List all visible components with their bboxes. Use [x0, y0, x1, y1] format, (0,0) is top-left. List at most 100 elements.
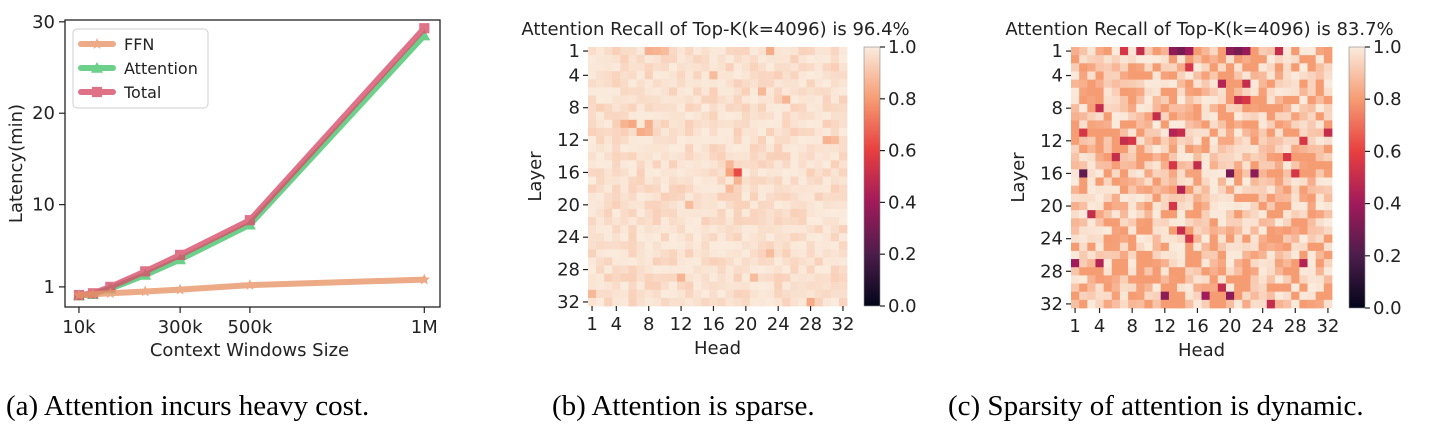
- heatmap-cell: [798, 216, 807, 226]
- heatmap-cell: [1152, 234, 1162, 244]
- heatmap-cell: [604, 200, 613, 210]
- heatmap-cell: [1111, 242, 1121, 252]
- heatmap-cell: [1168, 169, 1178, 178]
- heatmap-cell: [1299, 250, 1308, 260]
- heatmap-cell: [1111, 201, 1121, 211]
- heatmap-cell: [733, 136, 743, 145]
- heatmap-cell: [628, 127, 637, 137]
- heatmap-cell: [1201, 283, 1211, 293]
- heatmap-cell: [1111, 259, 1121, 268]
- heatmap-cell: [1234, 242, 1243, 252]
- heatmap-cell: [693, 176, 702, 185]
- heatmap-cell: [620, 297, 629, 307]
- heatmap-cell: [798, 136, 807, 145]
- square-marker: [91, 86, 103, 98]
- heatmap-cell: [636, 111, 646, 121]
- heatmap-cell: [1250, 210, 1259, 219]
- heatmap-cell: [830, 71, 840, 80]
- heatmap-cell: [596, 95, 605, 105]
- heatmap-cell: [822, 265, 832, 275]
- heatmap-cell: [1087, 55, 1096, 64]
- heatmap-cell: [733, 200, 743, 210]
- heatmap-cell: [628, 249, 637, 258]
- heatmap-cell: [1258, 250, 1268, 260]
- heatmap-cell: [636, 216, 646, 226]
- heatmap-cell: [782, 281, 791, 291]
- heatmap-cell: [766, 233, 775, 242]
- heatmap-cell: [612, 184, 621, 194]
- heatmap-cell: [766, 208, 775, 218]
- heatmap-cell: [1119, 226, 1129, 235]
- heatmap-cell: [612, 225, 621, 234]
- heatmap-cell: [749, 95, 759, 105]
- colorbar: [1349, 47, 1365, 308]
- heatmap-cell: [733, 160, 743, 169]
- heatmap-cell: [1152, 283, 1162, 293]
- heatmap-cell: [1160, 63, 1170, 72]
- heatmap-cell: [733, 289, 743, 299]
- heatmap-cell: [1177, 104, 1186, 113]
- heatmap-cell: [636, 281, 646, 291]
- heatmap-cell: [766, 216, 775, 226]
- heatmap-cell: [1201, 291, 1211, 301]
- heatmap-cell: [620, 192, 629, 202]
- heatmap-cell: [1071, 234, 1080, 244]
- heatmap-cell: [1111, 234, 1121, 244]
- heatmap-cell: [652, 225, 662, 234]
- heatmap-cell: [774, 79, 783, 88]
- heatmap-cell: [1201, 169, 1211, 178]
- heatmap-cell: [1225, 250, 1235, 260]
- heatmap-cell: [1250, 55, 1259, 64]
- heatmap-cell: [685, 144, 694, 153]
- heatmap-cell: [1315, 63, 1325, 72]
- heatmap-cell: [588, 184, 597, 194]
- heatmap-cell: [1193, 275, 1202, 284]
- heatmap-cell: [1111, 71, 1121, 81]
- colorbar-tick-label: 1.0: [1373, 37, 1402, 58]
- heatmap-cell: [1201, 226, 1211, 235]
- heatmap-cell: [1177, 267, 1186, 276]
- heatmap-cell: [1307, 234, 1317, 244]
- y-tick-label: 24: [557, 227, 580, 248]
- heatmap-cell: [636, 176, 646, 185]
- heatmap-cell: [1185, 63, 1194, 72]
- heatmap-cell: [1136, 201, 1145, 211]
- heatmap-cell: [757, 79, 767, 88]
- heatmap-cell: [838, 127, 848, 137]
- heatmap-cell: [1299, 299, 1308, 309]
- heatmap-cell: [620, 176, 629, 185]
- heatmap-cell: [717, 297, 726, 307]
- heatmap-cell: [790, 47, 799, 56]
- heatmap-cell: [1250, 242, 1259, 252]
- heatmap-cell: [1266, 201, 1276, 211]
- heatmap-cell: [1217, 226, 1227, 235]
- heatmap-cell: [806, 152, 816, 161]
- heatmap-cell: [757, 225, 767, 234]
- heatmap-cell: [1234, 177, 1243, 187]
- heatmap-cell: [1071, 47, 1080, 56]
- heatmap-cell: [725, 216, 735, 226]
- heatmap-cell: [1087, 128, 1096, 138]
- heatmap-cell: [1177, 128, 1186, 138]
- heatmap-cell: [838, 265, 848, 275]
- heatmap-cell: [1283, 144, 1292, 154]
- heatmap-cell: [1119, 136, 1129, 146]
- heatmap-cell: [588, 152, 597, 161]
- heatmap-cell: [677, 225, 686, 234]
- heatmap-cell: [1152, 63, 1162, 72]
- heatmap-cell: [1234, 218, 1243, 227]
- heatmap-cell: [604, 103, 613, 113]
- heatmap-cell: [725, 127, 735, 137]
- heatmap-cell: [741, 87, 751, 96]
- heatmap-cell: [741, 127, 751, 137]
- heatmap-cell: [677, 103, 686, 113]
- heatmap-cell: [1119, 234, 1129, 244]
- heatmap-cell: [620, 184, 629, 194]
- heatmap-cell: [790, 160, 799, 169]
- heatmap-cell: [685, 241, 694, 250]
- heatmap-cell: [1087, 87, 1096, 97]
- heatmap-cell: [596, 289, 605, 299]
- heatmap-cell: [798, 265, 807, 275]
- heatmap-cell: [668, 136, 678, 145]
